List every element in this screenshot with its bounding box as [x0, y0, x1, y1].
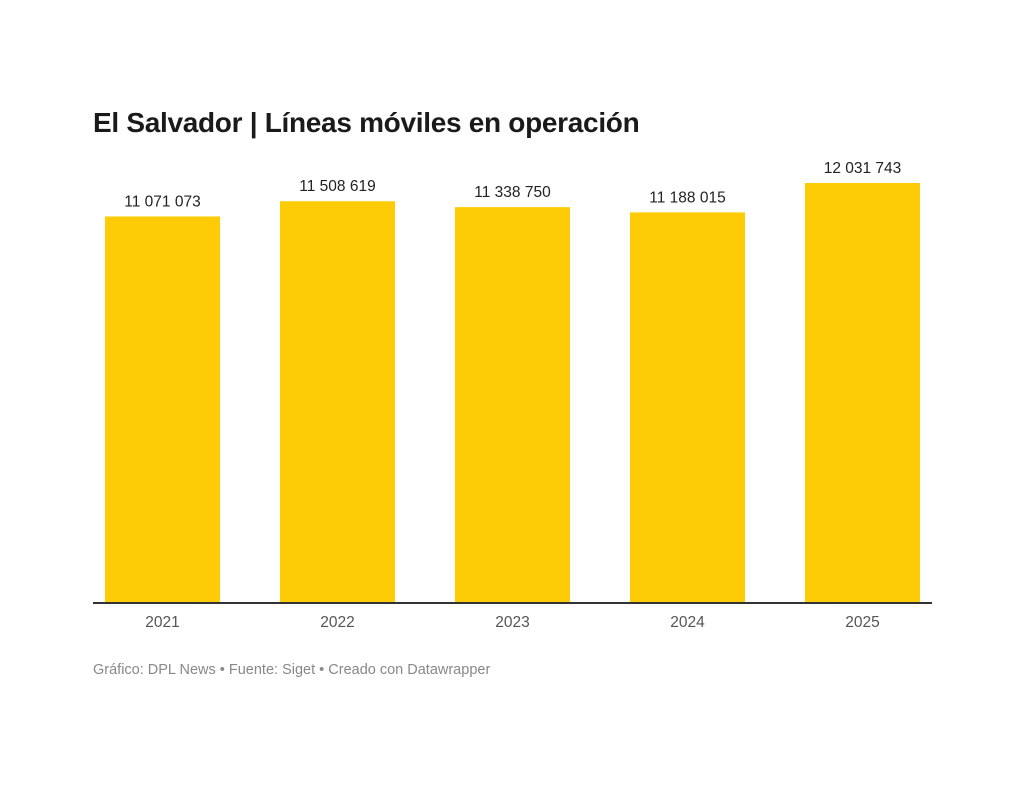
data-label-2023: 11 338 750	[474, 184, 551, 201]
bar-2025	[805, 183, 920, 602]
x-tick-label-2021: 2021	[145, 614, 179, 631]
x-tick-label-2023: 2023	[495, 614, 529, 631]
x-tick-label-2022: 2022	[320, 614, 354, 631]
data-label-2024: 11 188 015	[649, 189, 725, 206]
data-label-2021: 11 071 073	[124, 193, 200, 210]
data-label-2025: 12 031 743	[824, 160, 902, 177]
bar-2023	[455, 207, 570, 602]
bar-2024	[630, 212, 745, 602]
x-tick-label-2025: 2025	[845, 614, 879, 631]
data-label-2022: 11 508 619	[299, 178, 375, 195]
bar-2021	[105, 216, 220, 602]
footer-credits: Gráfico: DPL News • Fuente: Siget • Crea…	[93, 662, 491, 678]
x-tick-label-2024: 2024	[670, 614, 705, 631]
bar-2022	[280, 201, 395, 602]
chart-title: El Salvador | Líneas móviles en operació…	[93, 107, 640, 138]
